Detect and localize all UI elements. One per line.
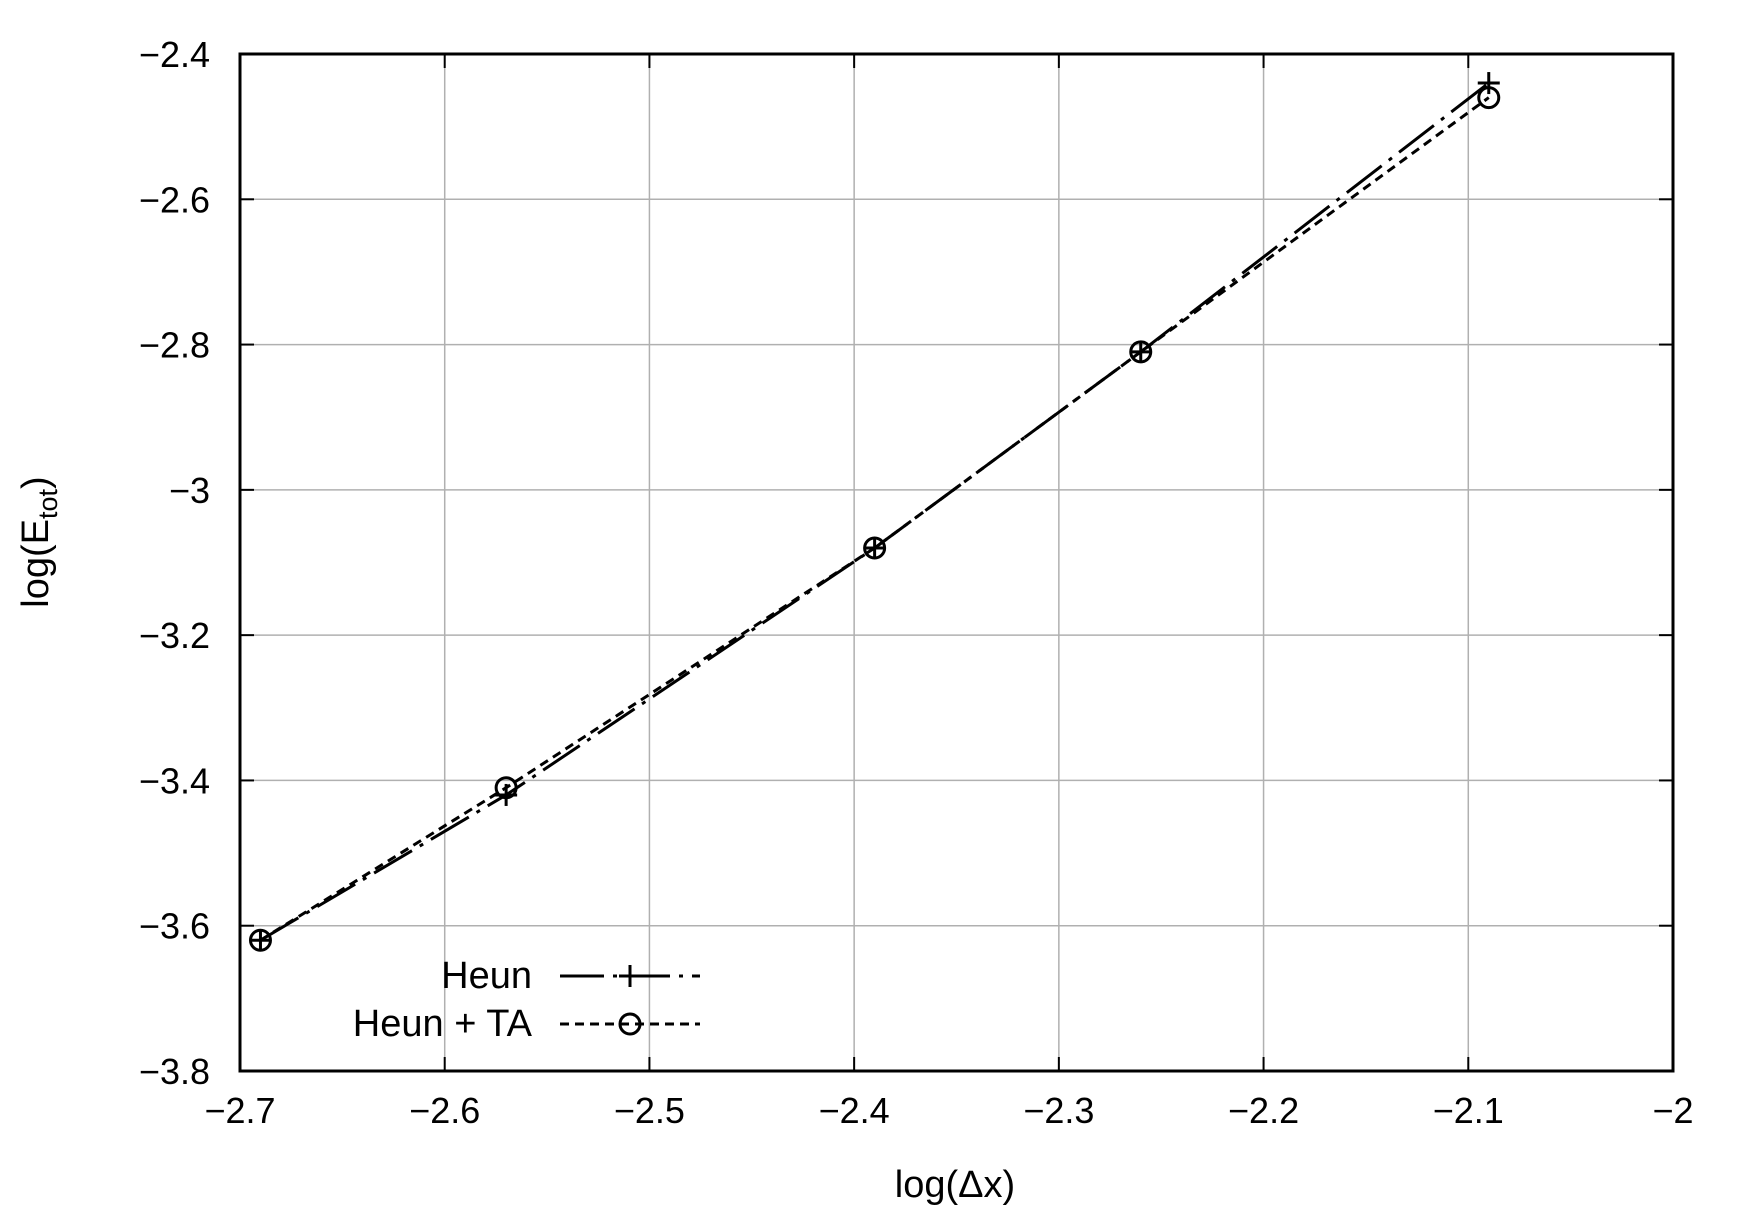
y-tick-label: −3 (169, 470, 210, 511)
x-tick-label: −2.1 (1433, 1090, 1504, 1131)
series-layer (248, 72, 1501, 952)
legend-sample-heun (560, 965, 700, 987)
legend-marker (619, 965, 641, 987)
data-point (1477, 72, 1500, 95)
plot-frame (238, 52, 1675, 1073)
y-axis-title-main: log(E (15, 519, 57, 608)
x-tick-label: −2.4 (819, 1090, 890, 1131)
legend-label-heun: Heun (441, 955, 532, 997)
y-tick-label: −2.4 (139, 34, 210, 75)
legend-marker (618, 1012, 642, 1036)
y-axis-title-sub: tot (33, 488, 63, 519)
y-tick-label: −3.4 (139, 760, 210, 801)
series-line (259, 96, 1490, 942)
y-tick-label: −3.8 (139, 1051, 210, 1092)
x-axis-title: log(Δx) (895, 1164, 1015, 1206)
x-tick-label: −2 (1652, 1090, 1693, 1131)
legend: Heun Heun + TA (353, 955, 700, 1045)
series-1 (248, 86, 1501, 952)
data-point (1477, 86, 1501, 110)
data-point (494, 776, 518, 800)
x-tick-label: −2.2 (1228, 1090, 1299, 1131)
series-0 (249, 72, 1500, 952)
y-tick-label: −2.8 (139, 325, 210, 366)
x-tick-labels: −2.7 −2.6 −2.5 −2.4 −2.3 −2.2 −2.1 −2 (204, 1090, 1693, 1131)
y-tick-label: −3.6 (139, 906, 210, 947)
x-tick-label: −2.7 (204, 1090, 275, 1131)
legend-sample-heun-ta (560, 1012, 700, 1036)
data-point (1129, 340, 1153, 364)
data-point (863, 536, 887, 560)
data-point (248, 928, 272, 952)
x-tick-label: −2.3 (1023, 1090, 1094, 1131)
y-tick-labels: −3.8 −3.6 −3.4 −3.2 −3 −2.8 −2.6 −2.4 (139, 34, 210, 1092)
axis-ticks (239, 53, 1674, 1072)
grid (240, 54, 1673, 1071)
data-point (1129, 340, 1152, 363)
x-tick-label: −2.5 (614, 1090, 685, 1131)
x-tick-label: −2.6 (409, 1090, 480, 1131)
legend-label-heun-ta: Heun + TA (353, 1003, 533, 1045)
y-tick-label: −2.6 (139, 179, 210, 220)
y-axis-title-close: ) (15, 476, 57, 489)
y-axis-title: log(Etot) (15, 476, 63, 607)
y-tick-label: −3.2 (139, 615, 210, 656)
